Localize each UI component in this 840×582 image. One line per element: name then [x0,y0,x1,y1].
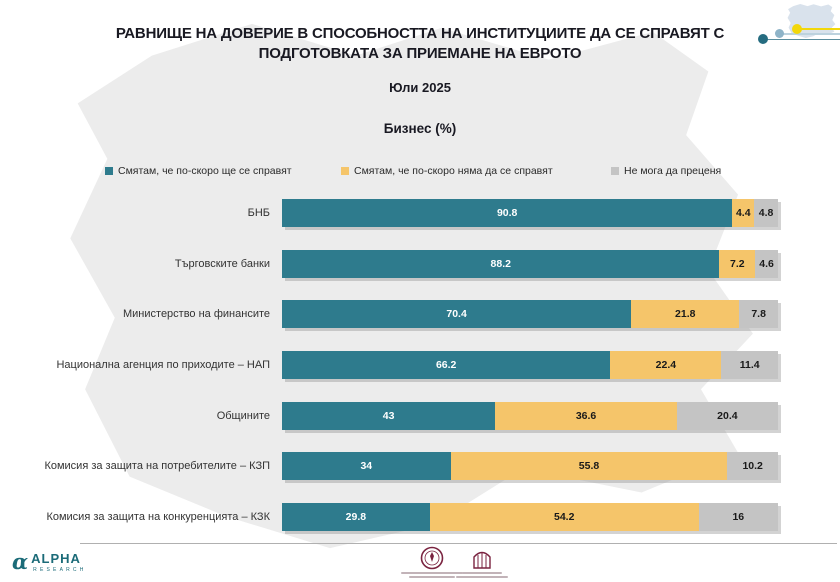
decor-line-yellow [797,28,840,30]
bar-track: 70.4 21.8 7.8 [282,300,778,329]
chart-row: Министерство на финансите 70.4 21.8 7.8 [6,300,778,329]
legend-swatch-icon [611,167,619,175]
category-label: БНБ [247,207,270,219]
legend-swatch-icon [105,167,113,175]
bar-segment: 4.6 [755,249,778,278]
alpha-logo-text: ALPHA [31,551,81,566]
decor-line-blue [783,33,840,35]
bar-segment: 54.2 [429,503,699,532]
alpha-research-logo: α ALPHA RESEARCH [12,549,87,574]
bar-segment: 20.4 [676,401,778,430]
bar-segment: 66.2 [282,351,611,380]
category-label: Министерство на финансите [123,308,270,321]
bar-track: 88.2 7.2 4.6 [282,249,778,278]
page-title: РАВНИЩЕ НА ДОВЕРИЕ В СПОСОБНОСТТА НА ИНС… [100,24,740,64]
bar-segment: 21.8 [631,300,740,329]
bar-segment: 22.4 [610,351,722,380]
alpha-logo-subtext: RESEARCH [33,566,87,573]
bar-segment: 16 [698,503,778,532]
bar-segment: 43 [282,401,496,430]
alpha-logo-glyph-icon: α [12,549,29,574]
legend-item: Не мога да преценя [611,165,721,177]
bar-track: 90.8 4.4 4.8 [282,199,778,227]
decor-dot-blue [775,29,784,38]
legend-label: Смятам, че по-скоро няма да се справят [354,165,553,177]
chart-row: Национална агенция по приходите – НАП 66.… [6,351,778,380]
ministry-caption-line [401,572,463,574]
bar-segment: 29.8 [282,503,430,532]
ministry-seal-logo [396,546,468,578]
chart-row: БНБ 90.8 4.4 4.8 [6,199,778,227]
category-label: Комисия за защита на потребителите – КЗП [44,460,270,473]
page-title-line-2: ПОДГОТОВКАТА ЗА ПРИЕМАНЕ НА ЕВРОТО [258,45,582,62]
bar-chart: БНБ 90.8 4.4 4.8 Търговските банки 88.2 7.2 4.6… [6,199,778,554]
bar-segment: 7.8 [739,300,778,329]
bar-track: 66.2 22.4 11.4 [282,351,778,380]
bar-track: 34 55.8 10.2 [282,452,778,481]
bar-track: 43 36.6 20.4 [282,401,778,430]
bar-segment: 10.2 [727,452,778,481]
national-bank-crest-logo [452,546,512,578]
bank-caption-line [462,572,502,574]
legend-label: Смятам, че по-скоро ще се справят [118,165,292,177]
bar-segment: 55.8 [450,452,728,481]
chart-row: Комисия за защита на конкуренцията – КЗК… [6,503,778,532]
national-bank-crest-icon [473,551,491,569]
legend-label: Не мога да преценя [624,165,722,177]
bar-segment: 90.8 [282,199,733,227]
ministry-seal-icon [420,546,444,570]
page-title-line-1: РАВНИЩЕ НА ДОВЕРИЕ В СПОСОБНОСТТА НА ИНС… [115,25,725,42]
chart-section-label: Бизнес (%) [383,121,457,136]
bar-segment: 36.6 [495,401,677,430]
category-label: Комисия за защита на конкуренцията – КЗК [46,511,270,524]
bar-segment: 11.4 [721,351,778,380]
decor-line-teal [767,38,840,40]
bar-segment: 7.2 [719,249,756,278]
legend-swatch-icon [341,167,349,175]
bank-caption-line [456,576,508,578]
category-label: Национална агенция по приходите – НАП [56,359,270,372]
bar-segment: 34 [282,452,451,481]
decor-dot-yellow [792,24,802,34]
legend-item: Смятам, че по-скоро ще се справят [105,165,292,177]
chart-row: Общините 43 36.6 20.4 [6,401,778,430]
chart-row: Търговските банки 88.2 7.2 4.6 [6,249,778,278]
category-label: Търговските банки [174,257,270,270]
bar-segment: 4.8 [754,199,778,227]
bar-track: 29.8 54.2 16 [282,503,778,532]
date-subtitle: Юли 2025 [389,80,451,95]
footer-divider [80,543,837,544]
chart-row: Комисия за защита на потребителите – КЗП… [6,452,778,481]
category-label: Общините [216,409,270,422]
bar-segment: 88.2 [282,249,720,278]
ministry-caption-line [409,576,455,578]
bar-segment: 4.4 [732,199,755,227]
bar-segment: 70.4 [282,300,632,329]
legend-item: Смятам, че по-скоро няма да се справят [341,165,553,177]
decor-dot-teal [758,34,768,44]
